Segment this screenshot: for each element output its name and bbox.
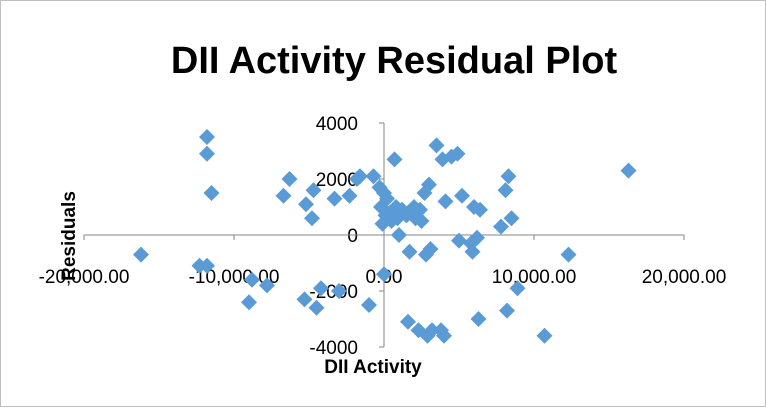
data-point — [472, 201, 488, 218]
data-point — [451, 232, 467, 249]
data-point — [497, 182, 514, 199]
data-point — [454, 187, 470, 204]
data-point — [464, 243, 481, 260]
data-point — [379, 190, 395, 207]
x-tick-label: -20,000.00 — [39, 267, 130, 288]
data-point — [281, 171, 298, 187]
data-point — [352, 168, 368, 185]
x-tick-label: 10,000.00 — [492, 267, 577, 288]
x-axis-label: DII Activity — [324, 357, 422, 378]
data-point — [298, 196, 314, 213]
data-point — [133, 246, 149, 263]
data-point — [469, 229, 485, 246]
data-point — [199, 129, 215, 145]
data-point — [244, 271, 260, 288]
data-point — [437, 193, 454, 210]
data-point — [422, 241, 439, 257]
plot-area: -4000-2000020004000-20,000.00-10,000.000… — [39, 114, 727, 359]
data-point — [499, 302, 515, 319]
data-point — [259, 277, 275, 294]
data-point — [241, 294, 257, 311]
data-point — [560, 246, 577, 263]
data-point — [361, 297, 377, 313]
data-point — [305, 182, 322, 199]
data-point — [304, 210, 320, 227]
data-point — [331, 283, 347, 299]
data-point — [313, 280, 329, 297]
data-point — [386, 151, 403, 168]
data-point — [500, 168, 517, 185]
data-point — [424, 322, 440, 339]
data-point — [376, 266, 392, 283]
data-point — [536, 327, 553, 344]
data-point — [391, 227, 407, 243]
data-point — [470, 311, 487, 327]
data-point — [509, 280, 526, 297]
y-axis-label: Residuals — [59, 191, 80, 281]
data-point — [449, 145, 466, 162]
data-point — [503, 210, 520, 227]
data-point — [199, 145, 215, 162]
data-point — [308, 299, 325, 316]
data-point — [401, 243, 418, 260]
y-tick-label: 2000 — [316, 170, 358, 191]
data-point — [275, 187, 292, 204]
chart-title: DII Activity Residual Plot — [171, 40, 618, 82]
data-point — [326, 190, 343, 207]
data-point — [296, 291, 313, 308]
data-point — [413, 213, 430, 229]
data-point — [412, 201, 428, 218]
y-tick-label: -4000 — [309, 338, 358, 359]
data-point — [400, 313, 416, 330]
data-point — [365, 168, 382, 185]
x-tick-label: 20,000.00 — [642, 267, 727, 288]
data-point — [199, 257, 215, 274]
data-point — [341, 187, 358, 204]
data-point — [203, 185, 220, 201]
data-point — [620, 162, 637, 179]
data-point — [421, 176, 437, 193]
data-point — [493, 218, 509, 235]
data-point — [428, 137, 445, 154]
y-tick-label: 0 — [347, 226, 358, 247]
data-point — [436, 327, 452, 344]
y-tick-label: 4000 — [316, 114, 358, 135]
